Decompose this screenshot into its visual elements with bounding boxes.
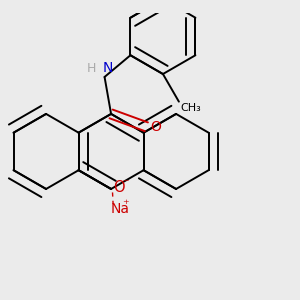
Text: O: O [113,180,125,195]
Text: ⁻: ⁻ [122,177,129,190]
Text: CH₃: CH₃ [180,103,201,113]
Text: Na: Na [111,202,130,216]
Text: H: H [87,61,97,75]
Text: O: O [150,120,161,134]
Text: ⁺: ⁺ [122,198,129,211]
Text: N: N [103,61,113,75]
